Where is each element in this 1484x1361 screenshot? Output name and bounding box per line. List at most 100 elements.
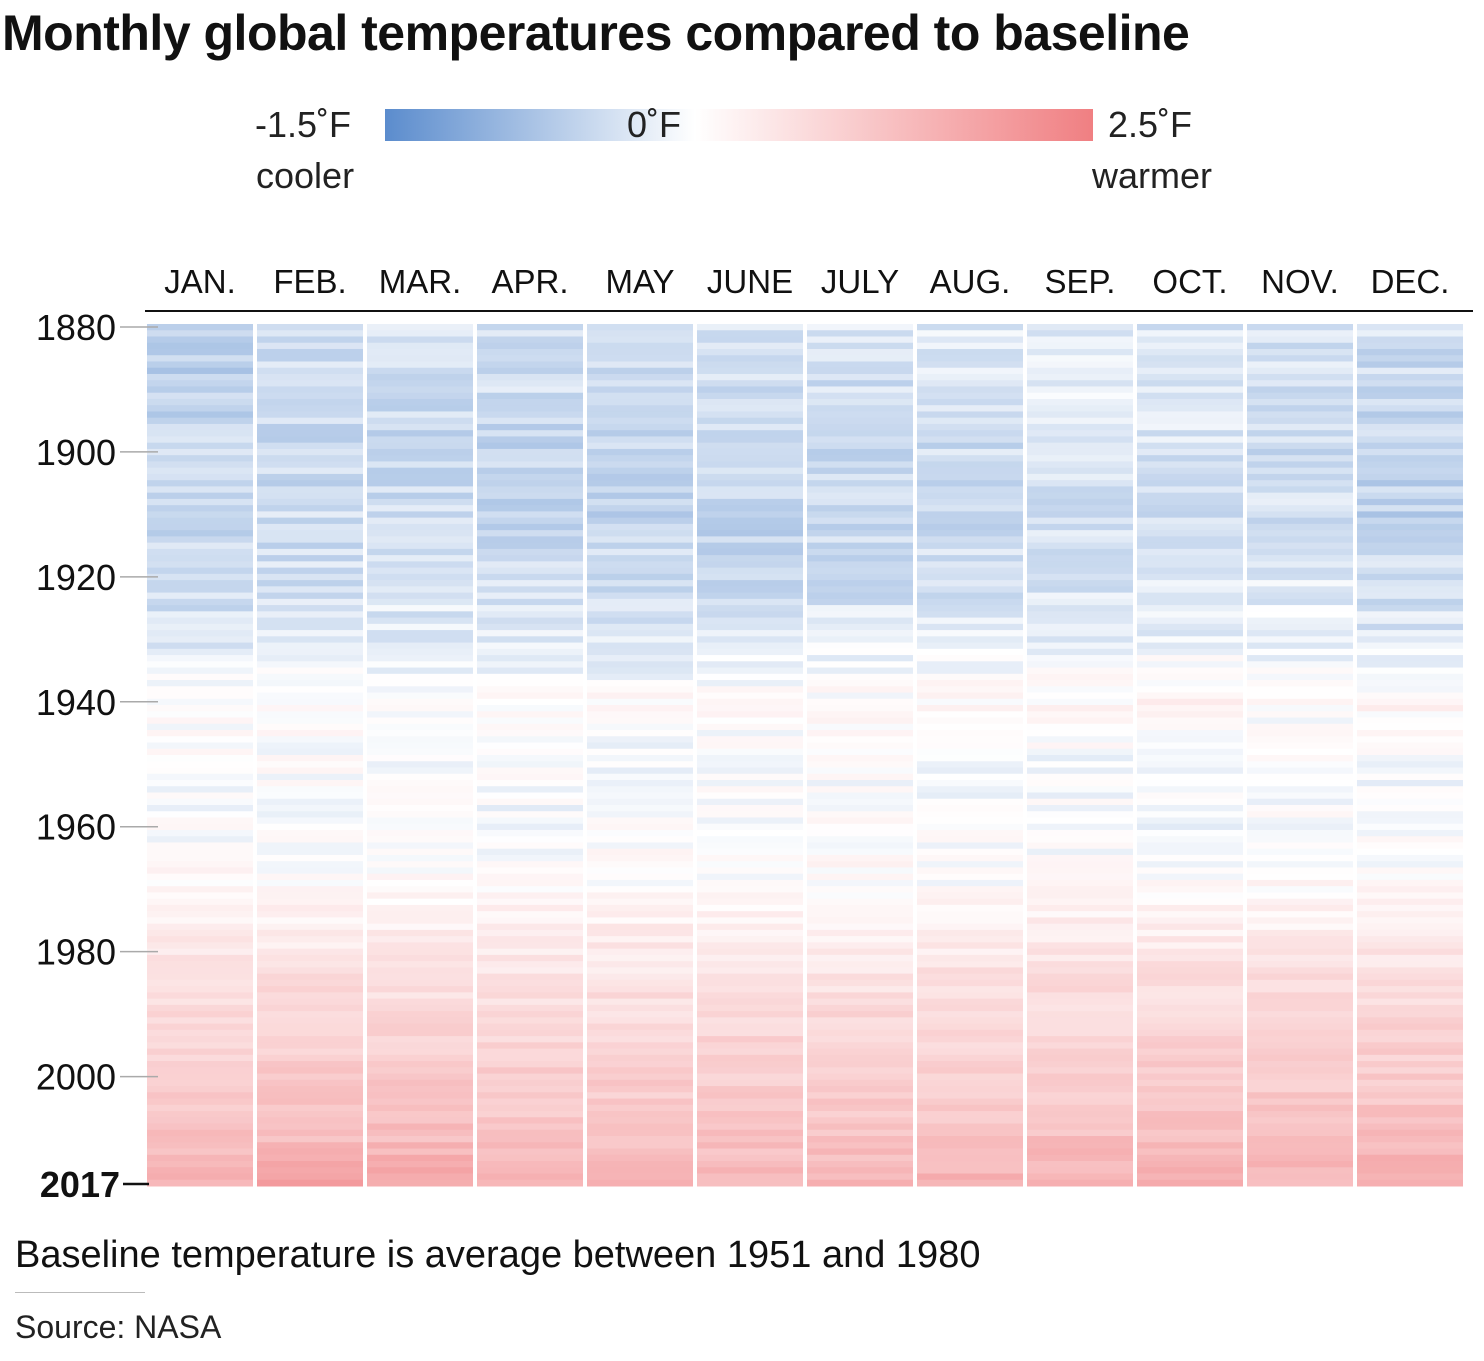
heatmap-cell [807,442,913,450]
heatmap-cell [257,748,363,756]
heatmap-cell [1027,711,1133,719]
heatmap-cell [587,586,693,594]
heatmap-cell [917,1061,1023,1068]
heatmap-cell [1357,623,1463,631]
heatmap-cell [257,592,363,600]
heatmap-cell [1357,330,1463,337]
heatmap-cell [1357,486,1463,494]
heatmap-cell [1357,523,1463,531]
heatmap-cell [917,686,1023,694]
heatmap-cell [807,1142,913,1150]
heatmap-cell [1137,555,1243,562]
heatmap-cell [917,786,1023,793]
heatmap-cell [1247,423,1353,431]
heatmap-cell [257,1179,363,1187]
heatmap-cell [1247,430,1353,437]
heatmap-cell [1027,686,1133,694]
heatmap-cell [697,1154,803,1162]
heatmap-cell [367,517,473,525]
heatmap-cell [807,448,913,456]
heatmap-cell [147,992,253,1000]
heatmap-cell [1137,936,1243,943]
heatmap-cell [587,530,693,537]
heatmap-cell [257,573,363,581]
heatmap-cell [477,580,583,587]
heatmap-cell [147,767,253,775]
heatmap-cell [367,436,473,444]
heatmap-cell [367,755,473,762]
heatmap-cell [1027,1111,1133,1118]
heatmap-cell [147,954,253,962]
heatmap-cell [1027,586,1133,594]
heatmap-cell [1247,661,1353,669]
heatmap-cell [1357,773,1463,781]
heatmap-cell [367,942,473,950]
heatmap-cell [1027,811,1133,818]
heatmap-cell [1247,448,1353,456]
heatmap-cell [147,680,253,687]
legend-zero-label: 0˚F [627,104,681,145]
heatmap-cell [697,942,803,950]
heatmap-cell [697,405,803,412]
heatmap-cell [367,730,473,737]
heatmap-cell [147,886,253,893]
heatmap-cell [1247,1042,1353,1050]
heatmap-cell [1027,661,1133,669]
heatmap-cell [1027,492,1133,500]
heatmap-cell [1137,1086,1243,1093]
month-label: DEC. [1371,263,1450,300]
heatmap-cell [917,829,1023,837]
heatmap-cell [917,423,1023,431]
heatmap-cell [477,505,583,512]
heatmap-cell [477,986,583,993]
heatmap-cell [257,1042,363,1050]
heatmap-cell [367,336,473,344]
heatmap-cell [257,873,363,881]
heatmap-cell [477,848,583,856]
heatmap-cell [1247,617,1353,625]
heatmap-cell [1137,1142,1243,1150]
heatmap-cell [477,873,583,881]
heatmap-cell [477,948,583,956]
heatmap-cell [1137,898,1243,906]
heatmap-cell [697,773,803,781]
heatmap-cell [1247,929,1353,937]
heatmap-cell [917,942,1023,950]
heatmap-cell [587,542,693,550]
heatmap-cell [1357,467,1463,475]
heatmap-cell [587,648,693,656]
heatmap-cell [697,636,803,644]
heatmap-cell [367,324,473,331]
heatmap-cell [367,886,473,893]
heatmap-cell [697,498,803,506]
heatmap-cell [807,1117,913,1125]
heatmap-cell [147,898,253,906]
heatmap-cell [367,586,473,594]
heatmap-cell [587,998,693,1006]
heatmap-cell [367,392,473,400]
heatmap-cell [697,417,803,425]
heatmap-cell [147,442,253,450]
heatmap-cell [477,929,583,937]
heatmap-cell [1137,398,1243,406]
heatmap-cell [1357,848,1463,856]
heatmap-cell [587,680,693,687]
heatmap-cell [147,829,253,837]
heatmap-cell [1027,1161,1133,1168]
heatmap-cell [1357,829,1463,837]
heatmap-cell [257,755,363,762]
heatmap-cell [147,817,253,825]
heatmap-cell [697,705,803,712]
heatmap-cell [147,755,253,762]
heatmap-cell [807,648,913,656]
heatmap-cell [587,1167,693,1175]
heatmap-cell [1137,1079,1243,1087]
heatmap-cell [147,517,253,525]
heatmap-cell [1027,1061,1133,1068]
heatmap-cell [917,1086,1023,1093]
heatmap-cell [1137,348,1243,356]
heatmap-cell [1357,692,1463,700]
heatmap-cell [587,779,693,787]
heatmap-cell [917,573,1023,581]
heatmap-cell [1137,336,1243,344]
